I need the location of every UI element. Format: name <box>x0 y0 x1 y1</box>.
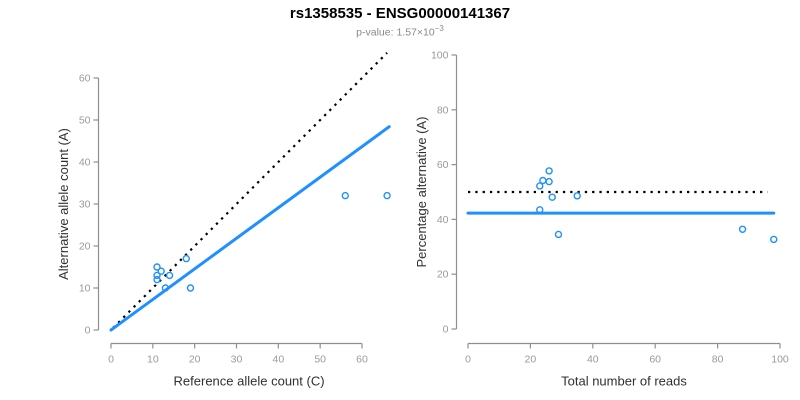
data-point <box>161 284 170 292</box>
data-point <box>573 192 581 200</box>
data-point <box>186 284 195 292</box>
x-tick-label: 0 <box>465 354 471 366</box>
allele-count-scatter: 0 10 20 30 40 50 60 0 10 20 30 40 50 60 Reference alle… <box>56 52 391 389</box>
y-tick-label: 0 <box>85 325 91 337</box>
identity-line <box>112 52 388 329</box>
x-tick-label: 20 <box>189 354 201 366</box>
data-point <box>165 271 174 280</box>
y-tick-label: 80 <box>437 104 449 116</box>
data-point <box>153 263 161 271</box>
pvalue-exponent: −3 <box>434 24 444 33</box>
data-point <box>554 230 563 239</box>
data-point <box>341 191 349 200</box>
x-tick-label: 80 <box>712 354 724 366</box>
y-tick-label: 40 <box>79 157 91 169</box>
plot-title: rs1358535 - ENSG00000141367 <box>289 5 511 22</box>
x-tick-label: 10 <box>147 354 159 366</box>
data-point <box>548 193 556 201</box>
x-tick-label: 40 <box>272 354 284 366</box>
x-tick-label: 50 <box>314 354 326 366</box>
percentage-scatter: 0 20 40 60 80 100 0 20 40 60 80 100 Total number of … <box>414 50 789 389</box>
data-point <box>536 206 544 214</box>
x-tick-label: 20 <box>525 354 537 366</box>
pvalue-text: p-value: 1.57×10 <box>356 26 435 39</box>
data-point <box>545 177 553 186</box>
data-point <box>153 271 161 280</box>
y-tick-label: 20 <box>79 241 91 253</box>
y-tick-label: 30 <box>79 199 91 211</box>
y-tick-label: 100 <box>431 50 449 62</box>
y-axis-title: Percentage alternative (A) <box>414 116 429 267</box>
data-point <box>545 167 553 175</box>
y-tick-label: 50 <box>79 115 91 127</box>
data-point <box>738 225 747 233</box>
x-tick-label: 40 <box>587 354 599 366</box>
data-point <box>539 176 547 185</box>
data-point <box>770 235 778 244</box>
fit-line <box>109 125 391 332</box>
x-axis-title: Total number of reads <box>561 374 687 389</box>
data-point <box>157 267 165 275</box>
data-point <box>182 254 190 263</box>
y-tick-label: 20 <box>437 269 449 281</box>
y-tick-label: 60 <box>79 73 91 85</box>
x-tick-label: 30 <box>231 354 243 366</box>
y-tick-label: 10 <box>79 283 91 295</box>
plot-subtitle: p-value: 1.57×10−3 <box>0 24 800 39</box>
data-point <box>153 275 161 284</box>
y-tick-label: 60 <box>437 159 449 171</box>
x-tick-label: 100 <box>771 354 789 366</box>
data-point <box>536 182 544 190</box>
y-axis-title: Alternative allele count (A) <box>56 128 71 280</box>
x-tick-label: 60 <box>356 354 368 366</box>
y-tick-label: 40 <box>437 214 449 226</box>
x-tick-label: 0 <box>108 354 114 366</box>
x-axis-title: Reference allele count (C) <box>174 374 325 389</box>
y-tick-label: 0 <box>443 324 449 336</box>
x-tick-label: 60 <box>649 354 661 366</box>
data-point <box>383 191 391 200</box>
